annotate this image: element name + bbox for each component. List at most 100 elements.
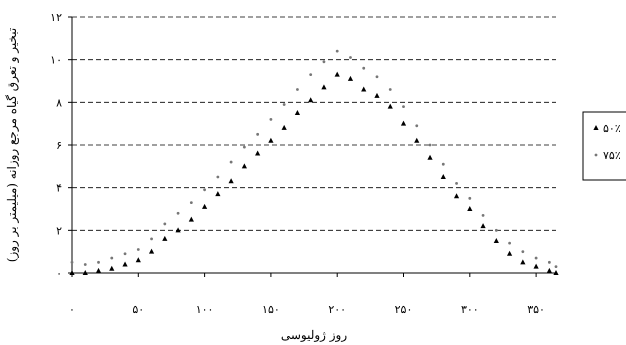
dot-marker: [150, 237, 153, 241]
y-tick-label: ۶: [56, 139, 62, 152]
series-triangle: [69, 71, 559, 275]
triangle-marker: [188, 216, 194, 222]
dot-marker: [282, 103, 286, 106]
x-tick-label: ۳۵۰: [527, 303, 545, 316]
triangle-marker: [255, 150, 261, 156]
dot-marker: [362, 66, 366, 70]
dot-marker: [335, 49, 339, 53]
triangle-marker: [95, 267, 102, 273]
triangle-marker: [241, 163, 247, 169]
dot-marker: [110, 256, 114, 260]
x-tick-label: ۱۵۰: [262, 303, 280, 316]
dot-marker: [428, 143, 432, 147]
triangle-marker: [308, 97, 314, 103]
triangle-marker: [506, 250, 513, 256]
dot-marker: [97, 260, 100, 264]
dot-marker: [521, 250, 525, 254]
triangle-marker: [82, 270, 88, 275]
legend-box: [582, 111, 626, 181]
dot-marker: [375, 75, 379, 79]
dot-marker: [468, 196, 472, 200]
x-tick-label: ۲۵۰: [395, 303, 413, 316]
x-tick-label: ۲۰۰: [328, 303, 346, 316]
dot-marker: [70, 260, 74, 264]
dot-marker: [136, 248, 140, 251]
dot-marker: [441, 162, 445, 166]
triangle-marker: [135, 257, 141, 263]
legend-marker: [593, 125, 599, 130]
dot-marker: [189, 201, 193, 205]
gridlines: [72, 16, 556, 231]
dot-marker: [534, 256, 538, 260]
dot-marker: [242, 145, 246, 149]
triangle-marker: [520, 259, 526, 265]
y-tick-label: ۱۲: [50, 11, 62, 24]
triangle-marker: [467, 206, 473, 211]
triangle-marker: [361, 86, 367, 92]
triangle-marker: [175, 227, 181, 233]
x-tick-label: ۱۰۰: [196, 303, 214, 316]
dot-marker: [554, 265, 558, 268]
triangle-marker: [334, 71, 340, 77]
dot-marker: [415, 124, 419, 128]
triangle-marker: [148, 248, 155, 254]
triangle-marker: [453, 193, 460, 199]
y-axis-ticks: ۰ ۲ ۴ ۶ ۸ ۱۰ ۱۲: [50, 11, 72, 280]
dot-marker: [176, 211, 180, 215]
triangle-marker: [440, 174, 446, 179]
triangle-marker: [202, 203, 208, 209]
y-tick-label: ۸: [56, 96, 62, 109]
dot-marker: [455, 182, 458, 185]
legend-label: ۷۵٪: [603, 149, 621, 162]
y-tick-label: ۴: [56, 182, 62, 195]
dot-marker: [309, 73, 313, 76]
triangle-marker: [414, 137, 420, 143]
triangle-marker: [215, 191, 221, 197]
triangle-marker: [69, 270, 75, 275]
dot-marker: [216, 175, 220, 179]
triangle-marker: [387, 103, 393, 109]
triangle-marker: [268, 137, 274, 143]
triangle-marker: [400, 120, 407, 126]
dot-marker: [123, 252, 127, 256]
data-series: [69, 49, 559, 275]
dot-marker: [508, 241, 511, 245]
dot-marker: [163, 222, 167, 226]
legend-label: ۵۰٪: [603, 122, 621, 135]
triangle-marker: [427, 154, 433, 160]
dot-marker: [322, 60, 326, 64]
triangle-marker: [294, 110, 301, 115]
dot-marker: [388, 88, 392, 91]
triangle-marker: [162, 235, 168, 241]
triangle-marker: [109, 265, 115, 271]
dot-marker: [481, 214, 485, 217]
dot-marker: [402, 105, 405, 108]
triangle-marker: [281, 124, 287, 130]
triangle-marker: [533, 263, 539, 269]
dot-marker: [269, 118, 273, 121]
x-tick-label: ۰: [69, 303, 75, 316]
y-tick-label: ۲: [56, 224, 62, 237]
triangle-marker: [321, 84, 327, 90]
dot-marker: [296, 88, 299, 91]
x-tick-label: ۵۰: [132, 303, 144, 316]
legend: ۵۰٪ ۷۵٪: [582, 111, 626, 181]
y-axis-title: تبخیر و تعرق گیاه مرجع روزانه (میلیمتر ب…: [5, 28, 19, 262]
triangle-marker: [553, 270, 559, 275]
dot-marker: [256, 132, 260, 136]
y-tick-label: ۰: [56, 267, 62, 280]
x-axis-title: روز ژولیوسی: [281, 328, 348, 342]
y-tick-label: ۱۰: [50, 54, 62, 67]
triangle-marker: [347, 75, 354, 81]
triangle-marker: [480, 223, 486, 229]
triangle-marker: [546, 267, 552, 273]
triangle-marker: [374, 92, 380, 98]
triangle-marker: [122, 261, 128, 267]
legend-marker: [594, 153, 598, 157]
dot-marker: [83, 263, 87, 266]
triangle-marker: [228, 178, 234, 184]
dot-marker: [203, 188, 207, 192]
dot-marker: [547, 260, 551, 264]
x-axis-ticks: ۰ ۵۰ ۱۰۰ ۱۵۰ ۲۰۰ ۲۵۰ ۳۰۰ ۳۵۰: [69, 273, 545, 316]
